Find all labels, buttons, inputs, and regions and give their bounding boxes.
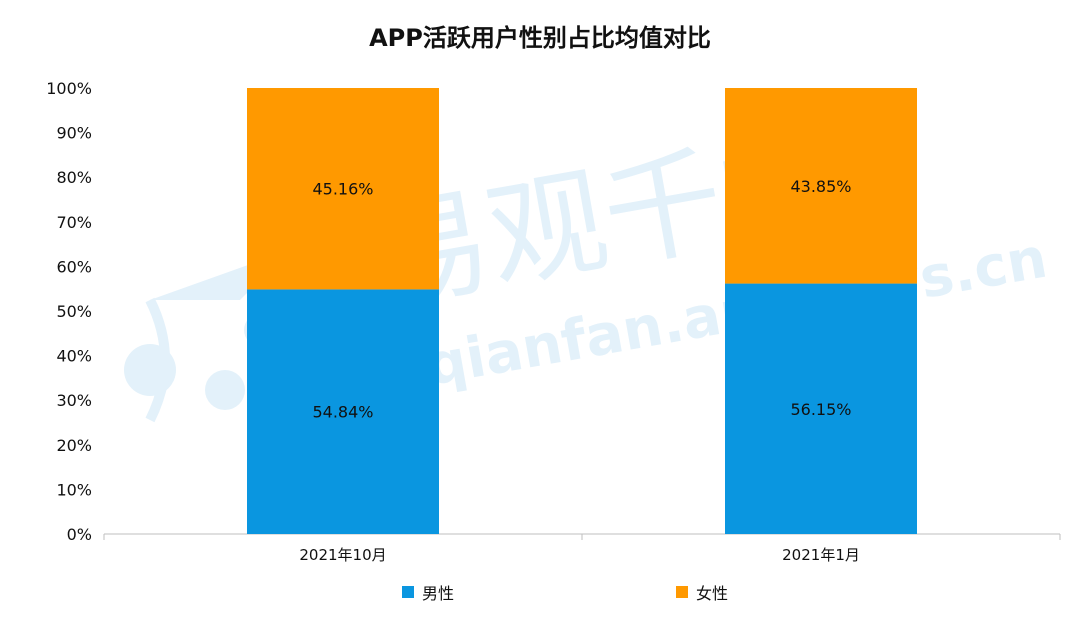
- data-label: 43.85%: [790, 177, 851, 196]
- y-tick-label: 50%: [56, 302, 92, 321]
- chart-title: APP活跃用户性别占比均值对比: [369, 24, 711, 52]
- y-tick-label: 30%: [56, 391, 92, 410]
- y-tick-label: 10%: [56, 480, 92, 499]
- legend: 男性 女性: [0, 580, 1080, 604]
- data-label: 54.84%: [312, 403, 373, 422]
- data-label: 45.16%: [312, 180, 373, 199]
- y-tick-label: 60%: [56, 257, 92, 276]
- legend-label-female: 女性: [696, 584, 729, 603]
- x-tick-label: 2021年1月: [782, 546, 860, 564]
- y-tick-label: 20%: [56, 436, 92, 455]
- y-tick-label: 0%: [67, 525, 92, 544]
- bar-segment-female: [247, 88, 439, 290]
- legend-label-male: 男性: [422, 584, 455, 603]
- data-label: 56.15%: [790, 400, 851, 419]
- bar-segment-male: [725, 283, 917, 534]
- legend-item-female: 女性: [676, 580, 728, 604]
- y-tick-label: 70%: [56, 213, 92, 232]
- y-tick-label: 80%: [56, 168, 92, 187]
- y-tick-label: 90%: [56, 124, 92, 143]
- y-tick-label: 100%: [46, 79, 92, 98]
- x-tick-label: 2021年10月: [299, 546, 386, 564]
- legend-swatch-male: [402, 586, 414, 598]
- bar-segment-female: [725, 88, 917, 284]
- legend-item-male: 男性: [402, 580, 454, 604]
- legend-swatch-female: [676, 586, 688, 598]
- y-tick-label: 40%: [56, 347, 92, 366]
- bar-segment-male: [247, 289, 439, 534]
